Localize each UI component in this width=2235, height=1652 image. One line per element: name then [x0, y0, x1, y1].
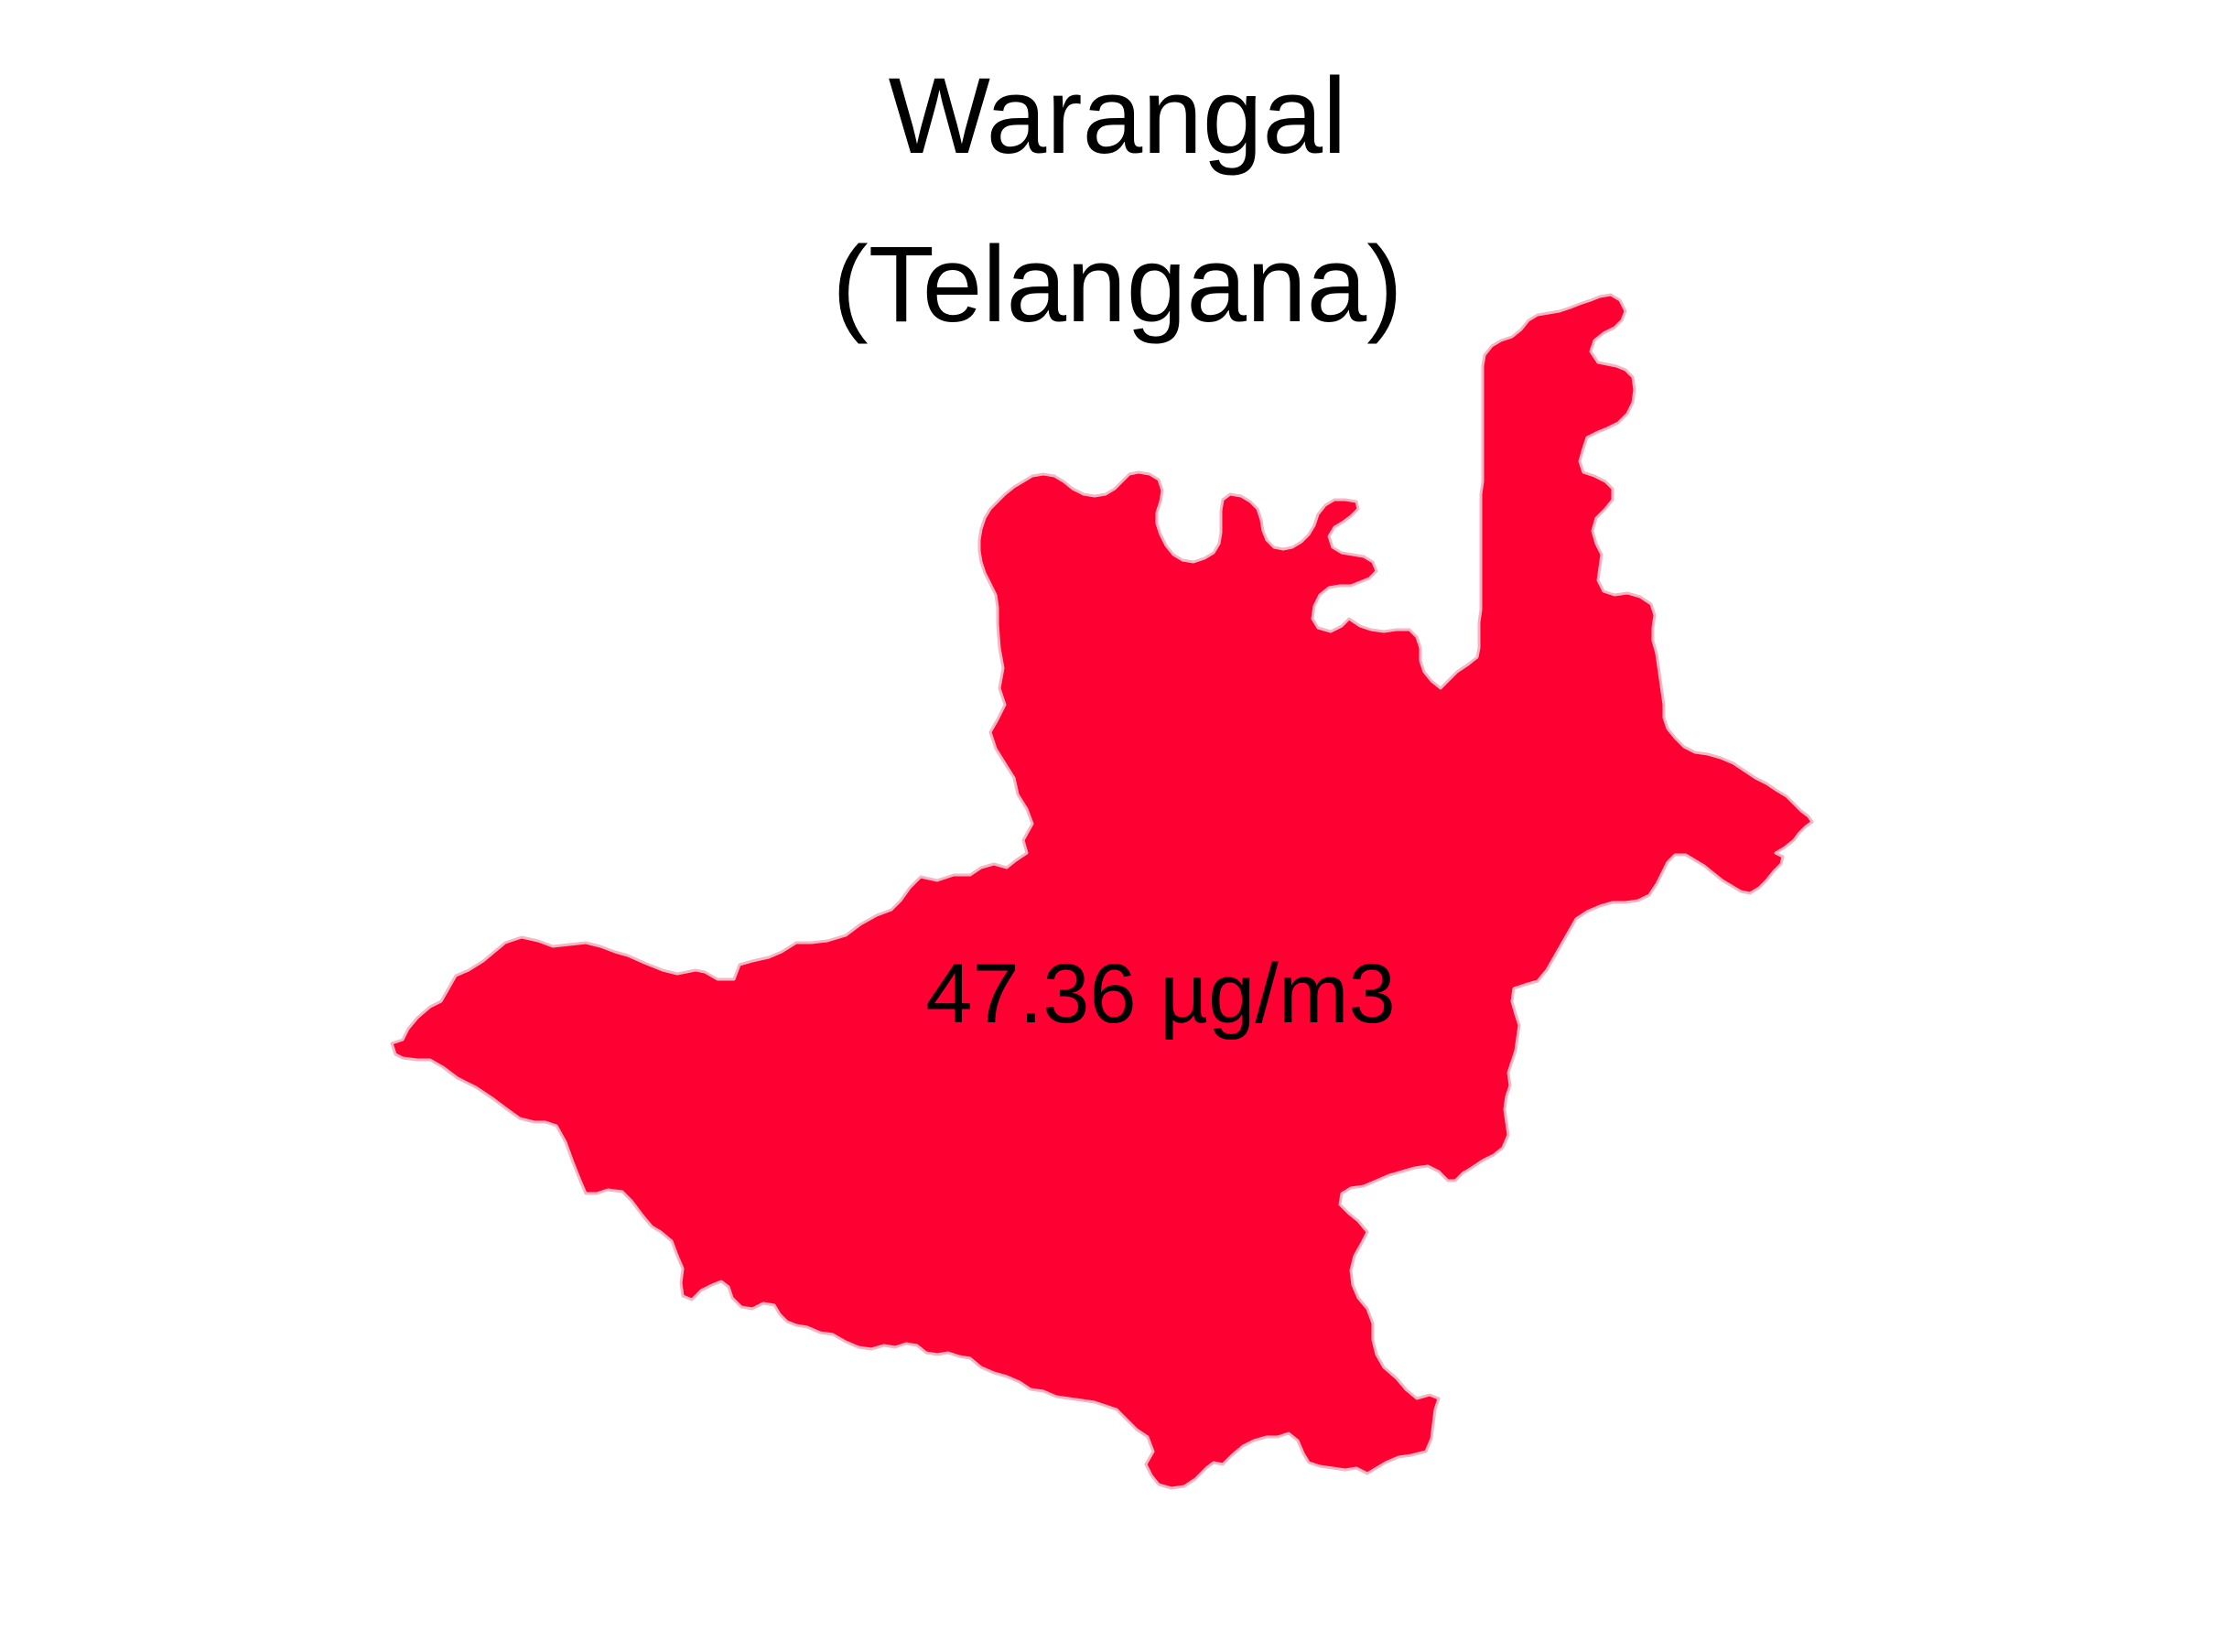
- region-value-label: 47.36 µg/m3: [925, 947, 1396, 1041]
- map-title-district: Warangal: [888, 56, 1347, 177]
- warangal-district-shape: [390, 293, 1814, 1490]
- map-title-state: (Telangana): [832, 224, 1403, 345]
